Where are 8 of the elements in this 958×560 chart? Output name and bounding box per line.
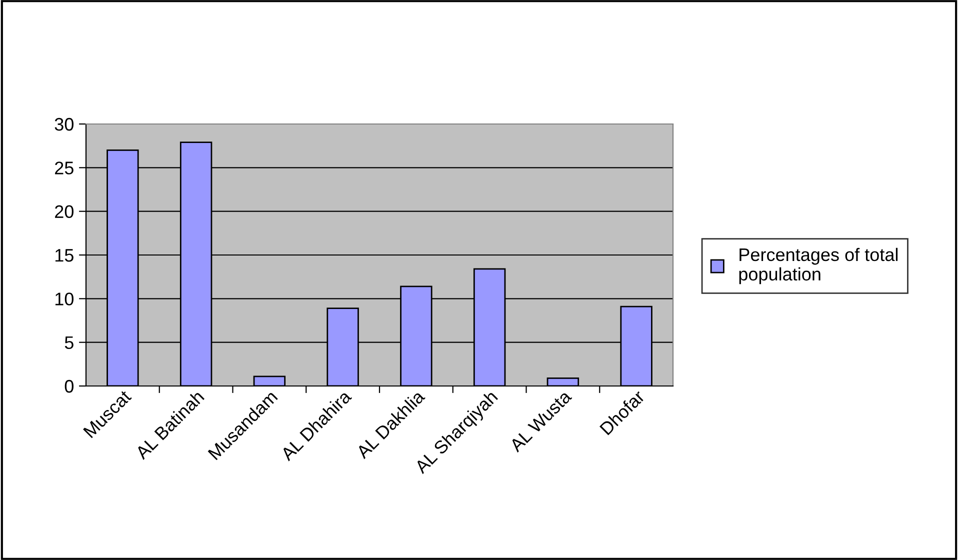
y-tick-label: 20 <box>55 205 74 218</box>
y-tick-label: 10 <box>55 292 74 306</box>
y-tick-label: 30 <box>54 118 74 131</box>
legend-label: Percentages of total population <box>739 248 898 284</box>
y-tick-label: 25 <box>55 162 74 174</box>
y-tick-label: 5 <box>64 336 74 350</box>
y-tick-label: 15 <box>55 249 74 262</box>
y-tick-label: 0 <box>64 380 74 393</box>
